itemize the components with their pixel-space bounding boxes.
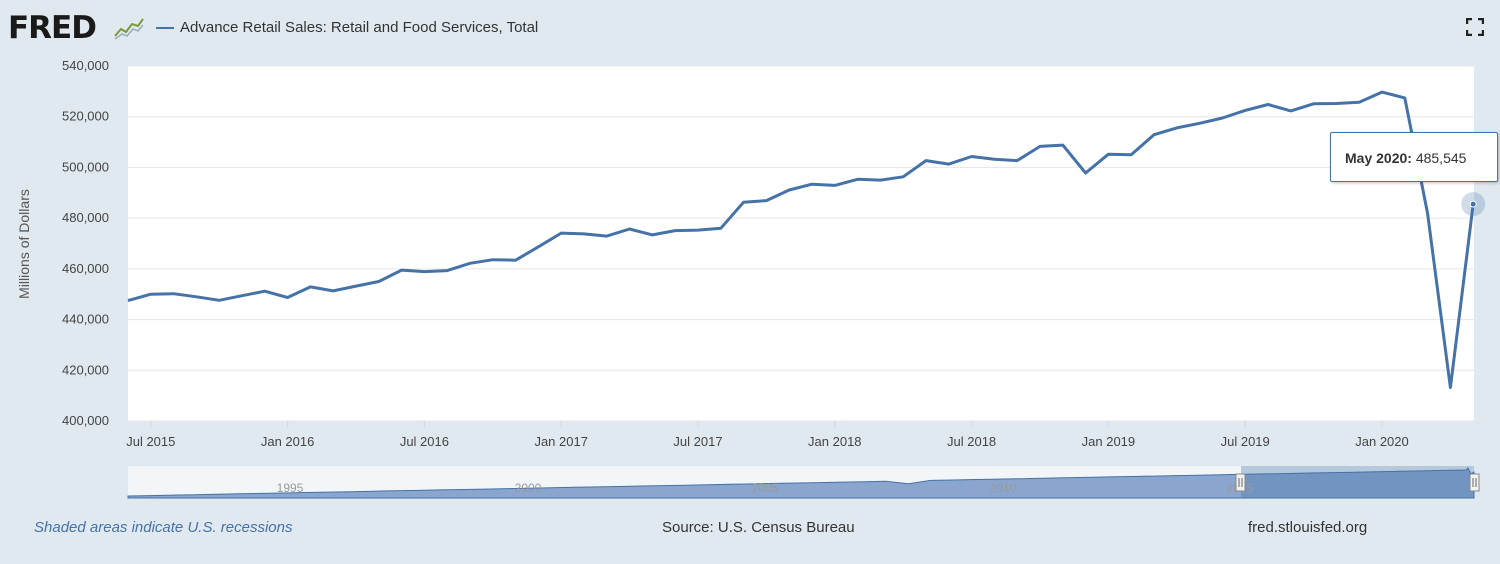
- navigator-year-label: 2000: [515, 481, 542, 495]
- gridlines: [128, 65, 1474, 422]
- hover-point[interactable]: [1469, 200, 1477, 208]
- series-line: [127, 90, 1475, 389]
- x-tick-label: Jul 2015: [126, 434, 175, 449]
- y-tick-label: 520,000: [62, 109, 109, 124]
- y-axis-ticks: 400,000 420,000 440,000 460,000 480,000 500,0…: [62, 58, 109, 428]
- x-tick-label: Jul 2016: [400, 434, 449, 449]
- site-link[interactable]: fred.stlouisfed.org: [1248, 519, 1368, 536]
- navigator-year-label: 2005: [752, 481, 779, 495]
- fred-graph-icon: [114, 18, 144, 40]
- y-tick-label: 540,000: [62, 58, 109, 73]
- x-tick-label: Jan 2017: [534, 434, 588, 449]
- recession-note-link[interactable]: Shaded areas indicate U.S. recessions: [34, 519, 293, 536]
- x-axis-ticks: Jul 2015 Jan 2016 Jul 2016 Jan 2017 Jul 2017…: [126, 421, 1409, 449]
- x-tick-label: Jan 2020: [1355, 434, 1409, 449]
- y-tick-label: 480,000: [62, 210, 109, 225]
- y-tick-label: 440,000: [62, 312, 109, 327]
- chart-header: FRED Advance Retail Sales: Retail and Fo…: [0, 0, 1500, 56]
- x-tick-label: Jan 2019: [1082, 434, 1136, 449]
- x-tick-label: Jul 2019: [1221, 434, 1270, 449]
- y-tick-label: 500,000: [62, 159, 109, 174]
- navigator-selection[interactable]: [1241, 466, 1474, 498]
- x-tick-label: Jan 2018: [808, 434, 862, 449]
- navigator-year-label: 1995: [277, 481, 304, 495]
- plot-area: [128, 66, 1474, 421]
- tooltip-value: 485,545: [1415, 150, 1467, 166]
- navigator-year-label: 2010: [990, 481, 1017, 495]
- fred-logo[interactable]: FRED: [8, 10, 97, 46]
- line-chart: 400,000 420,000 440,000 460,000 480,000 500,0…: [16, 58, 1486, 499]
- navigator[interactable]: 19952000200520102015: [127, 466, 1480, 499]
- series-title: Advance Retail Sales: Retail and Food Se…: [180, 19, 539, 36]
- y-tick-label: 400,000: [62, 413, 109, 428]
- fullscreen-icon[interactable]: [1466, 18, 1484, 36]
- tooltip-label: May 2020:: [1345, 150, 1412, 166]
- y-tick-label: 420,000: [62, 362, 109, 377]
- x-tick-label: Jul 2017: [673, 434, 722, 449]
- data-tooltip: May 2020: 485,545: [1330, 132, 1498, 182]
- source-text: Source: U.S. Census Bureau: [662, 519, 855, 536]
- x-tick-label: Jul 2018: [947, 434, 996, 449]
- navigator-handle-right[interactable]: [1469, 473, 1480, 492]
- y-tick-label: 460,000: [62, 261, 109, 276]
- navigator-handle-left[interactable]: [1235, 473, 1246, 492]
- x-tick-label: Jan 2016: [261, 434, 315, 449]
- legend-line-swatch: [156, 27, 174, 29]
- navigator-series-area: [127, 467, 1475, 499]
- y-axis-title: Millions of Dollars: [16, 189, 32, 299]
